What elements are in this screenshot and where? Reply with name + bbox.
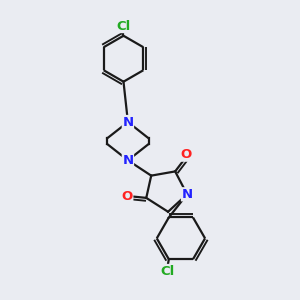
- Text: N: N: [122, 116, 134, 128]
- Text: O: O: [180, 148, 191, 161]
- Text: N: N: [182, 188, 193, 201]
- Text: Cl: Cl: [116, 20, 130, 32]
- Text: N: N: [122, 154, 134, 167]
- Text: Cl: Cl: [160, 265, 175, 278]
- Text: O: O: [122, 190, 133, 203]
